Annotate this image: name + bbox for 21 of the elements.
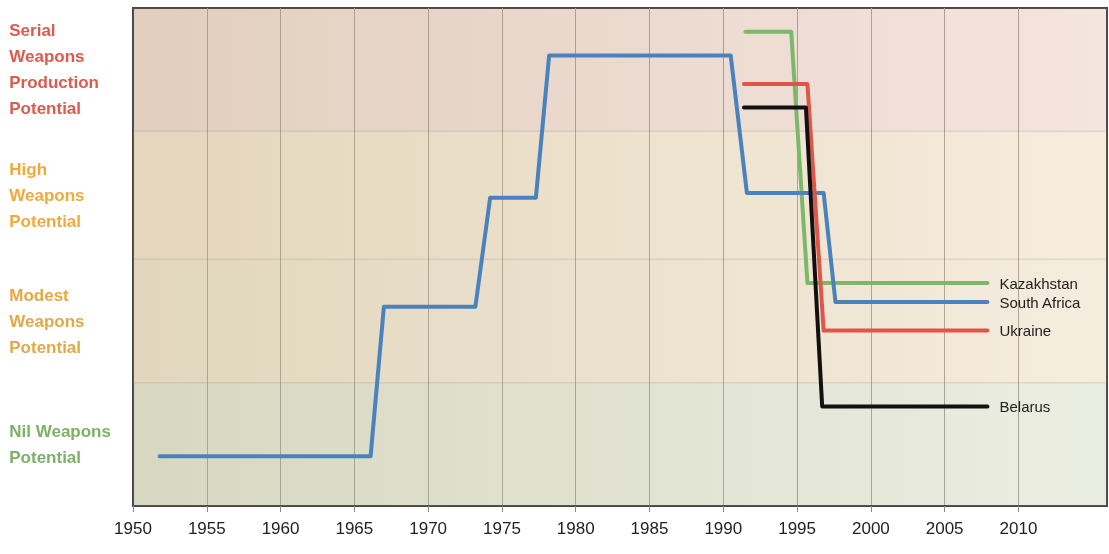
x-tick-label: 1985 bbox=[630, 519, 669, 538]
band-label: Nil Weapons Potential bbox=[9, 421, 116, 467]
band-label: High Weapons Potential bbox=[9, 159, 90, 231]
x-tick-label: 1975 bbox=[483, 519, 521, 538]
x-tick-label: 1960 bbox=[261, 519, 300, 538]
series-label: South Africa bbox=[999, 293, 1081, 311]
series-label: Kazakhstan bbox=[999, 274, 1078, 292]
x-tick-label: 1950 bbox=[114, 519, 152, 538]
x-tick-label: 1990 bbox=[704, 519, 743, 538]
series-label: Ukraine bbox=[999, 322, 1052, 340]
band-label: Modest Weapons Potential bbox=[9, 285, 90, 357]
x-tick-label: 1970 bbox=[409, 519, 448, 538]
x-tick-label: 1965 bbox=[335, 519, 374, 538]
x-tick-label: 1980 bbox=[556, 519, 595, 538]
series-label: Belarus bbox=[999, 397, 1051, 415]
x-tick-label: 2000 bbox=[851, 519, 890, 538]
x-tick-label: 1955 bbox=[187, 519, 226, 538]
x-tick-label: 2010 bbox=[999, 519, 1038, 538]
x-tick-label: 1995 bbox=[778, 519, 816, 538]
band-label: Serial Weapons Production Potential bbox=[9, 21, 104, 119]
x-tick-label: 2005 bbox=[925, 519, 964, 538]
